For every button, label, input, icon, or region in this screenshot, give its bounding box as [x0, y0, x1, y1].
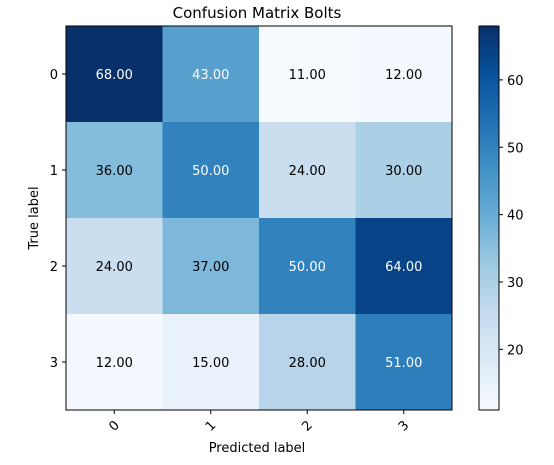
colorbar-tick-label: 50 — [507, 141, 524, 156]
heatmap-cell — [355, 218, 453, 315]
cell-value-label: 64.00 — [385, 260, 422, 275]
chart-title: Confusion Matrix Bolts — [173, 4, 342, 22]
cell-value-label: 11.00 — [289, 68, 326, 83]
heatmap-cell — [66, 314, 163, 411]
heatmap-cell — [259, 122, 356, 219]
heatmap-cell — [66, 26, 163, 123]
cell-value-label: 37.00 — [192, 260, 229, 275]
cell-value-label: 12.00 — [96, 356, 133, 371]
x-tick-label: 1 — [203, 418, 219, 434]
cell-value-label: 43.00 — [192, 68, 229, 83]
x-tick-label: 0 — [106, 418, 122, 434]
colorbar-ticks: 20 30 40 50 60 — [499, 74, 524, 358]
heatmap-cell — [162, 26, 260, 123]
heatmap-cell — [259, 314, 356, 411]
heatmap-cell — [355, 122, 453, 219]
heatmap-cell — [66, 218, 163, 315]
colorbar-tick-label: 30 — [507, 276, 524, 291]
y-axis-ticks: 0 1 2 3 — [50, 68, 66, 371]
x-axis-label: Predicted label — [209, 441, 306, 456]
cell-value-label: 15.00 — [192, 356, 229, 371]
cell-value-label: 28.00 — [289, 356, 326, 371]
heatmap-cell — [355, 26, 453, 123]
heatmap-cell — [162, 314, 260, 411]
cell-value-label: 24.00 — [96, 260, 133, 275]
cell-value-label: 50.00 — [289, 260, 326, 275]
colorbar — [478, 25, 500, 411]
cell-value-label: 68.00 — [96, 68, 133, 83]
x-tick-label: 2 — [299, 418, 315, 434]
heatmap-cell — [66, 122, 163, 219]
cell-value-label: 24.00 — [289, 164, 326, 179]
cell-value-label: 51.00 — [385, 356, 422, 371]
y-axis-label: True label — [27, 186, 42, 250]
cell-value-label: 30.00 — [385, 164, 422, 179]
heatmap-cell — [162, 218, 260, 315]
plot-frame — [65, 25, 453, 411]
x-axis-ticks: 0 1 2 3 — [106, 410, 412, 435]
y-tick-label: 3 — [50, 356, 58, 371]
cell-value-label: 50.00 — [192, 164, 229, 179]
cell-value-label: 12.00 — [385, 68, 422, 83]
heatmap-cell — [355, 314, 453, 411]
colorbar-tick-label: 20 — [507, 343, 524, 358]
heatmap-cell — [162, 122, 260, 219]
colorbar-tick-label: 60 — [507, 74, 524, 89]
cell-value-label: 36.00 — [96, 164, 133, 179]
y-tick-label: 1 — [50, 164, 58, 179]
y-tick-label: 2 — [50, 260, 58, 275]
x-tick-label: 3 — [396, 418, 412, 434]
y-tick-label: 0 — [50, 68, 58, 83]
heatmap-cells: 68.00 43.00 11.00 12.00 36.00 50.00 24.00 30.00… — [66, 26, 453, 411]
heatmap-cell — [259, 218, 356, 315]
heatmap-cell — [259, 26, 356, 123]
colorbar-tick-label: 40 — [507, 209, 524, 224]
